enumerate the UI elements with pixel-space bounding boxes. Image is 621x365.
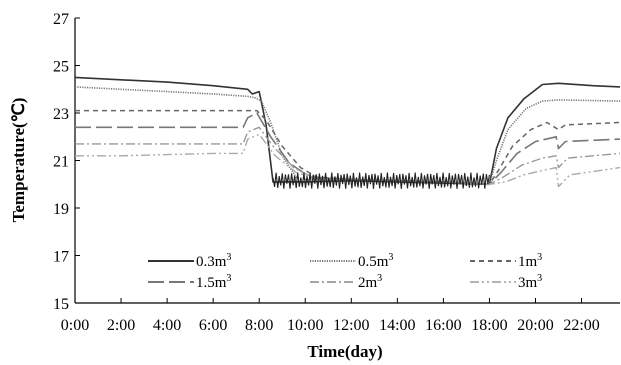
y-ticks: 15 17 19 21 23 25 27 [53, 11, 80, 313]
y-tick-label: 25 [53, 59, 69, 76]
legend-label-sup: 3 [226, 252, 231, 263]
x-tick-label: 18:00 [471, 317, 507, 334]
legend-label-base: 3m [518, 275, 538, 291]
legend-label-base: 2m [358, 275, 378, 291]
y-axis-title: Temperature(℃) [9, 98, 28, 223]
legend-label-4: 2m3 [358, 273, 382, 291]
x-tick-label: 8:00 [245, 317, 273, 334]
x-axis-title: Time(day) [307, 342, 382, 361]
series-line-2 [75, 109, 621, 186]
y-tick-label: 27 [53, 11, 69, 28]
legend-label-2: 1m3 [518, 252, 542, 270]
legend-label-base: 0.3m [196, 254, 227, 270]
series-line-5 [75, 133, 621, 188]
x-tick-label: 2:00 [107, 317, 135, 334]
y-tick-label: 19 [53, 201, 69, 218]
x-tick-label: 4:00 [153, 317, 181, 334]
legend-label-sup: 3 [377, 273, 382, 284]
y-tick-label: 23 [53, 106, 69, 123]
x-tick-label: 10:00 [287, 317, 323, 334]
legend-label-0: 0.3m3 [196, 252, 231, 270]
series-line-0 [74, 76, 621, 186]
series-layer [74, 76, 621, 189]
legend-label-sup: 3 [537, 252, 542, 263]
x-tick-label: 6:00 [199, 317, 227, 334]
legend-label-sup: 3 [537, 273, 542, 284]
x-tick-label: 0:00 [61, 317, 89, 334]
x-ticks: 0:00 2:00 4:00 6:00 8:00 10:00 12:00 14:00 16:00… [61, 298, 600, 334]
x-tick-label: 14:00 [379, 317, 415, 334]
legend-label-sup: 3 [388, 252, 393, 263]
x-tick-label: 20:00 [517, 317, 553, 334]
x-tick-label: 22:00 [563, 317, 599, 334]
y-tick-label: 21 [53, 154, 69, 171]
legend-label-sup: 3 [226, 273, 231, 284]
series-line-1 [74, 86, 621, 186]
legend-label-5: 3m3 [518, 273, 542, 291]
x-tick-label: 16:00 [425, 317, 461, 334]
y-tick-label: 15 [53, 296, 69, 313]
legend-label-base: 1.5m [196, 275, 227, 291]
legend-label-base: 0.5m [358, 254, 389, 270]
legend-label-3: 1.5m3 [196, 273, 231, 291]
x-tick-label: 12:00 [333, 317, 369, 334]
legend-label-1: 0.5m3 [358, 252, 393, 270]
legend-label-base: 1m [518, 254, 538, 270]
y-tick-label: 17 [53, 249, 69, 266]
series-oscillation [272, 172, 490, 189]
